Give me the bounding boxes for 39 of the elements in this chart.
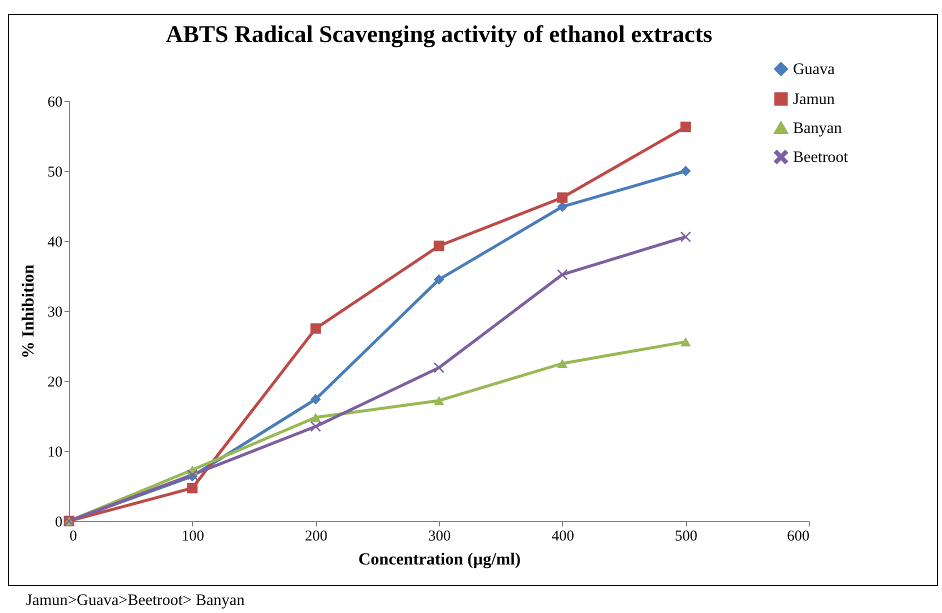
point xyxy=(434,396,444,406)
x-tick-label: 0 xyxy=(70,528,77,544)
point xyxy=(680,337,691,346)
point xyxy=(557,192,568,203)
x-tick-label: 300 xyxy=(428,528,451,544)
x-tick-label: 200 xyxy=(304,528,328,544)
y-tick-label: 10 xyxy=(48,444,62,460)
legend-label: Banyan xyxy=(793,120,842,137)
point xyxy=(310,323,321,334)
point xyxy=(310,421,321,432)
y-tick-label: 30 xyxy=(48,304,62,320)
point xyxy=(680,232,691,242)
x-tick-label: 600 xyxy=(787,528,810,544)
legend-label: Beetroot xyxy=(793,149,849,166)
y-tick-label: 0 xyxy=(55,514,62,530)
point xyxy=(557,269,568,280)
point xyxy=(434,362,444,373)
point xyxy=(680,166,691,176)
point xyxy=(680,122,691,132)
point xyxy=(434,274,444,285)
legend-label: Guava xyxy=(793,61,835,78)
x-tick-label: 400 xyxy=(552,528,574,544)
x-axis-title: Concentration (µg/ml) xyxy=(358,550,521,568)
point xyxy=(557,201,568,212)
y-axis-title: % Inhibition xyxy=(18,264,38,359)
y-tick-label: 40 xyxy=(48,234,62,250)
point xyxy=(557,358,568,368)
y-tick-label: 50 xyxy=(48,164,62,180)
x-tick-label: 100 xyxy=(182,528,204,544)
point xyxy=(310,412,321,422)
point xyxy=(187,482,198,494)
point xyxy=(434,240,444,252)
y-tick-label: 20 xyxy=(48,374,62,390)
x-tick-label: 500 xyxy=(674,528,698,544)
legend-label: Jamun xyxy=(793,91,835,108)
text: Jamun>Guava>Beetroot> Banyan xyxy=(26,592,245,610)
point xyxy=(310,394,321,404)
chart-title: ABTS Radical Scavenging activity of ethanol extracts xyxy=(166,22,712,48)
y-tick-label: 60 xyxy=(48,94,62,110)
